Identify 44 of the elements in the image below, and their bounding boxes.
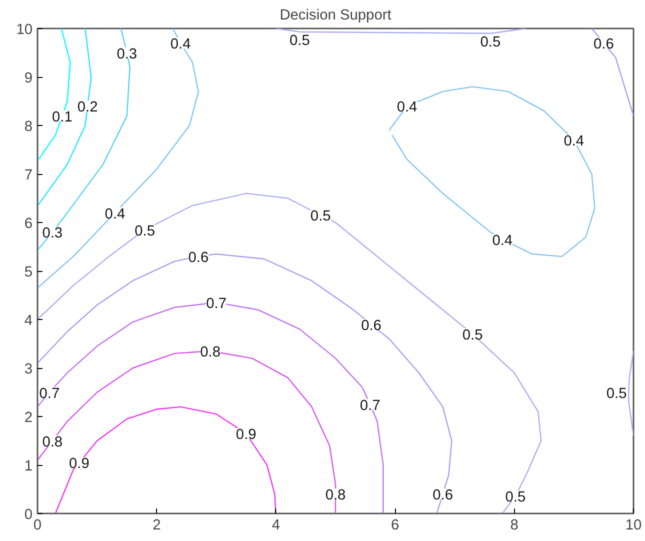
annotation: 0.4 [396,100,418,116]
annotation: 0.7 [206,296,226,312]
annotation: 0.5 [505,490,526,506]
annotation: 0.5 [310,208,331,225]
annotation: 0.7 [39,386,60,402]
line-series [628,350,634,436]
y-tick-label: 9 [24,70,33,86]
y-tick-label: 10 [16,22,33,38]
annotation: 0.4 [564,134,584,150]
annotation: 0.5 [134,223,155,240]
annotation: 0.6 [361,318,382,334]
annotation: 0.5 [606,386,627,402]
y-tick-label: 3 [24,362,33,378]
annotation: 0.5 [290,32,310,49]
chart-title: Decision Support [280,8,392,24]
y-tick-label: 4 [24,313,33,329]
annotation: 0.5 [462,328,483,344]
annotation: 0.2 [77,100,98,116]
annotation: 0.6 [432,488,453,504]
annotation: 0.7 [360,398,380,414]
x-tick-label: 10 [625,518,642,534]
annotation: 0.8 [325,488,346,504]
line-series [38,28,71,162]
annotation: 0.8 [42,434,63,450]
annotation: 0.1 [52,109,72,126]
annotation: 0.8 [200,344,221,361]
y-tick-label: 5 [24,264,33,280]
annotation: 0.6 [188,250,209,266]
y-tick-label: 7 [24,168,33,184]
annotation: 0.5 [480,34,501,50]
annotation: 0.4 [492,232,513,249]
x-tick-label: 4 [272,518,280,534]
y-tick-label: 0 [24,507,33,523]
y-tick-label: 1 [24,458,33,474]
line-series [388,86,596,258]
annotation: 0.3 [116,46,138,62]
x-tick-label: 6 [391,518,400,534]
x-tick-label: 8 [510,518,518,534]
line-series [38,192,542,514]
line-series [591,28,634,116]
x-tick-label: 2 [152,518,161,534]
y-tick-label: 8 [24,119,33,135]
y-tick-label: 2 [24,410,33,426]
y-tick-label: 6 [24,216,33,232]
